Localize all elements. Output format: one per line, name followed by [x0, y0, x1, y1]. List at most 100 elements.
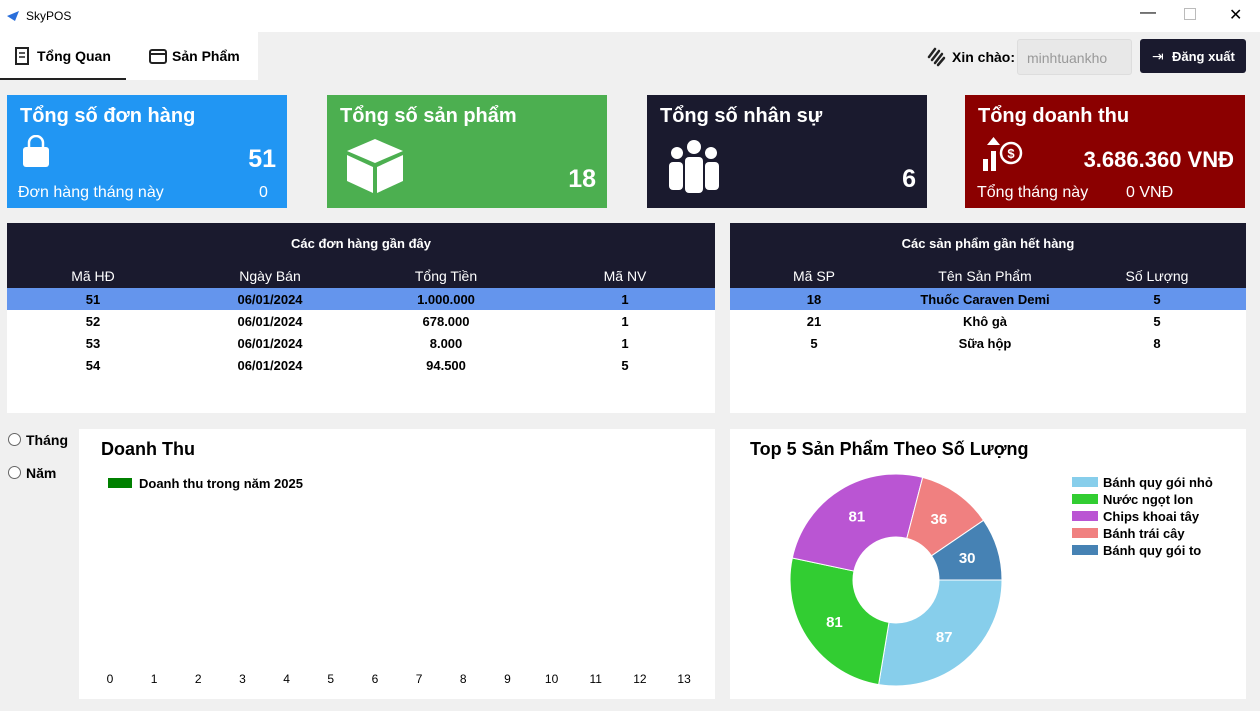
table-cell: 51 — [85, 292, 101, 307]
legend-label: Doanh thu trong năm 2025 — [139, 476, 303, 491]
close[interactable]: ✕ — [1229, 7, 1243, 24]
table-row[interactable]: 5 Sữa hộp 8 — [730, 332, 1246, 354]
slice-label: 36 — [931, 511, 948, 528]
pie-slice — [930, 519, 1003, 581]
card-title: Tổng doanh thu — [978, 105, 1130, 127]
low-stock-table: Các sản phẩm gần hết hàng Mã SP Tên Sản Ph… — [730, 223, 1246, 413]
legend-label: Bánh quy gói nhỏ — [1103, 475, 1213, 490]
stat-card: Tổng số đơn hàng 51 Đơn hàng tháng này 0 — [7, 95, 287, 208]
tab-label: Tổng Quan — [37, 48, 111, 64]
tab-label: Sản Phẩm — [172, 48, 240, 64]
x-tick-label: 9 — [504, 672, 511, 686]
column-header: Số Lượng — [1125, 268, 1189, 284]
table-cell: 54 — [85, 358, 101, 373]
svg-text:$: $ — [1007, 146, 1015, 161]
stat-card: Tổng số sản phẩm 18 — [327, 95, 607, 208]
card-value: 51 — [248, 145, 276, 173]
table-cell: 1 — [621, 336, 629, 351]
table-title: Các sản phẩm gần hết hàng — [901, 236, 1075, 251]
table-cell: Sữa hộp — [958, 336, 1012, 351]
tab-icon — [15, 47, 29, 65]
x-tick-label: 1 — [151, 672, 158, 686]
column-header: Mã SP — [792, 268, 836, 284]
table-cell: 06/01/2024 — [237, 336, 303, 351]
tab[interactable]: Tổng Quan — [0, 32, 126, 80]
tab-icon — [149, 49, 167, 64]
x-tick-label: 12 — [633, 672, 647, 686]
window-title: SkyPOS — [26, 9, 72, 23]
x-tick-label: 3 — [239, 672, 246, 686]
x-tick-label: 8 — [460, 672, 467, 686]
greeting: Xin chào: — [952, 49, 1016, 65]
card-title: Tổng số sản phẩm — [340, 105, 517, 127]
pie-slice — [878, 579, 1003, 687]
table-cell: 18 — [806, 292, 822, 307]
x-tick-label: 7 — [416, 672, 423, 686]
maximize[interactable] — [1184, 8, 1196, 20]
x-tick-label: 2 — [195, 672, 202, 686]
table-row[interactable]: 18 Thuốc Caraven Demi 5 — [730, 288, 1246, 310]
stat-card: Tổng doanh thu $ 3.686.360 VNĐ Tổng thán… — [965, 95, 1245, 208]
pie-slice — [791, 473, 924, 572]
slice-label: 81 — [848, 509, 865, 526]
orders-table: Các đơn hàng gần đây Mã HĐ Ngày Bán Tổng Ti… — [7, 223, 715, 413]
card-icon — [669, 140, 719, 193]
table-cell: 06/01/2024 — [237, 358, 303, 373]
card-value: 18 — [568, 165, 596, 193]
minimize[interactable]: — — [1140, 4, 1156, 21]
table-cell: 5 — [810, 336, 818, 351]
logout-button[interactable]: ⇥ Đăng xuất — [1140, 39, 1246, 73]
radio-label: Tháng — [26, 432, 68, 448]
x-tick-label: 10 — [545, 672, 559, 686]
card-sub-value: 0 — [259, 184, 268, 201]
legend-swatch — [1072, 511, 1098, 521]
legend-label: Bánh quy gói to — [1103, 543, 1201, 558]
slice-label: 81 — [826, 614, 843, 631]
title-bar: SkyPOS — ✕ — [0, 0, 1260, 32]
column-header: Tổng Tiền — [414, 268, 478, 284]
card-subtitle: Đơn hàng tháng này — [18, 184, 164, 201]
table-row[interactable]: 52 06/01/2024 678.000 1 — [7, 310, 715, 332]
table-row[interactable]: 54 06/01/2024 94.500 5 — [7, 354, 715, 376]
tab-bar: Tổng Quan Sản Phẩm — [0, 32, 258, 80]
legend-swatch — [1072, 477, 1098, 487]
table-cell: 5 — [621, 358, 629, 373]
username-field[interactable]: minhtuankho — [1017, 39, 1132, 75]
radio-circle — [8, 466, 21, 479]
table-cell: 06/01/2024 — [237, 292, 303, 307]
table-row[interactable]: 51 06/01/2024 1.000.000 1 — [7, 288, 715, 310]
card-subtitle: Tổng tháng này — [977, 184, 1089, 201]
card-sub-value: 0 VNĐ — [1126, 184, 1174, 201]
table-cell: 5 — [1153, 314, 1161, 329]
chart-title: Top 5 Sản Phẩm Theo Số Lượng — [750, 439, 1029, 459]
table-cell: 8.000 — [429, 336, 463, 351]
table-row[interactable]: 21 Khô gà 5 — [730, 310, 1246, 332]
pie-slice — [789, 557, 890, 686]
legend-swatch — [1072, 528, 1098, 538]
top-products-panel: Top 5 Sản Phẩm Theo Số Lượng 87 Bánh quy g… — [730, 429, 1246, 699]
table-cell: 53 — [85, 336, 101, 351]
table-cell: 678.000 — [422, 314, 470, 329]
table-row[interactable]: 53 06/01/2024 8.000 1 — [7, 332, 715, 354]
legend-label: Nước ngọt lon — [1103, 492, 1193, 507]
stat-card: Tổng số nhân sự 6 — [647, 95, 927, 208]
table-cell: 5 — [1153, 292, 1161, 307]
table-cell: Khô gà — [962, 314, 1008, 329]
logout-label: Đăng xuất — [1172, 49, 1235, 64]
radio-circle — [8, 433, 21, 446]
top-products-chart: Top 5 Sản Phẩm Theo Số Lượng 87 Bánh quy g… — [750, 439, 1213, 687]
legend-label: Chips khoai tây — [1103, 509, 1200, 524]
table-title: Các đơn hàng gần đây — [291, 236, 431, 251]
username: minhtuankho — [1027, 50, 1108, 66]
tab[interactable]: Sản Phẩm — [140, 32, 258, 78]
wave-icon — [927, 47, 946, 67]
column-header: Mã NV — [603, 268, 647, 284]
revenue-panel: Doanh Thu Doanh thu trong năm 2025 0 1 2 3 4 5 6… — [79, 429, 715, 699]
card-title: Tổng số nhân sự — [660, 105, 823, 127]
column-header: Tên Sản Phẩm — [938, 268, 1032, 284]
column-header: Ngày Bán — [239, 268, 301, 284]
table-cell: Thuốc Caraven Demi — [920, 292, 1050, 307]
table-cell: 52 — [85, 314, 101, 329]
table-cell: 1 — [621, 314, 629, 329]
